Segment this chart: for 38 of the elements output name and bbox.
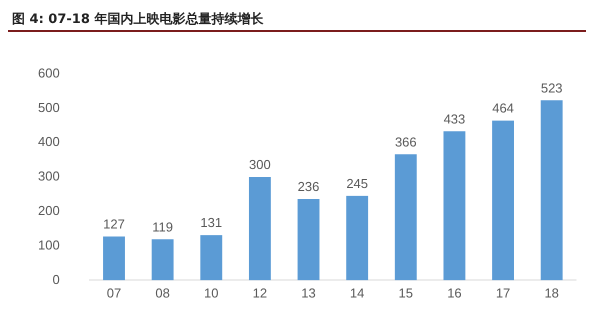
- x-tick-label: 17: [496, 286, 510, 301]
- x-tick-label: 08: [155, 286, 170, 301]
- bar: [443, 131, 466, 280]
- y-tick-label: 200: [38, 202, 60, 218]
- bar: [540, 100, 563, 280]
- y-tick-label: 600: [38, 65, 60, 80]
- data-label: 300: [249, 157, 271, 172]
- bar: [492, 120, 514, 280]
- data-label: 433: [444, 111, 466, 126]
- x-tick-label: 15: [398, 286, 414, 301]
- data-label: 131: [200, 215, 222, 230]
- y-tick-label: 100: [38, 237, 60, 252]
- bar: [298, 199, 320, 280]
- x-tick-label: 18: [544, 286, 559, 301]
- bar: [103, 236, 125, 280]
- bar: [346, 196, 368, 280]
- data-label: 523: [540, 80, 563, 96]
- x-tick-label: 13: [301, 286, 316, 301]
- y-tick-label: 0: [52, 272, 60, 287]
- bar: [394, 154, 417, 280]
- bar: [152, 239, 174, 280]
- data-label: 464: [492, 100, 514, 116]
- data-label: 127: [103, 216, 125, 232]
- chart-title: 图 4: 07-18 年国内上映电影总量持续增长: [11, 11, 264, 29]
- data-label: 245: [346, 176, 368, 191]
- y-tick-label: 500: [38, 100, 60, 115]
- x-tick-label: 16: [447, 286, 462, 301]
- data-label: 119: [152, 219, 174, 234]
- x-tick-label: 14: [350, 286, 364, 301]
- data-label: 236: [298, 179, 320, 194]
- data-label: 366: [394, 134, 417, 150]
- x-tick-label: 12: [252, 286, 268, 301]
- x-tick-label: 10: [204, 286, 218, 301]
- x-tick-label: 07: [106, 286, 122, 301]
- bar: [248, 177, 271, 280]
- bar: [200, 235, 222, 280]
- y-tick-label: 400: [38, 134, 60, 150]
- y-tick-label: 300: [38, 168, 60, 184]
